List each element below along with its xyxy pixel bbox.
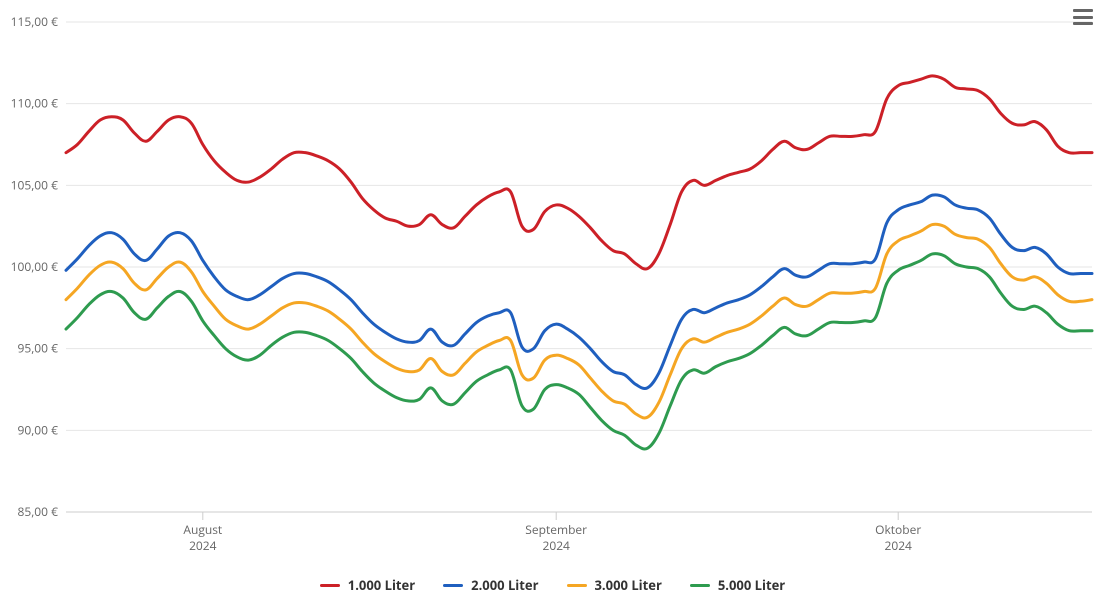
legend-label: 5.000 Liter (718, 576, 785, 594)
legend-label: 2.000 Liter (471, 576, 538, 594)
legend-swatch (567, 584, 587, 587)
x-tick-sublabel: 2024 (884, 537, 912, 554)
chart-canvas: 85,00 € 90,00 € 95,00 € 100,00 € 105,00 € 110… (0, 0, 1105, 602)
y-tick-label: 100,00 € (11, 258, 59, 275)
y-tick-label: 105,00 € (11, 176, 59, 193)
legend-item[interactable]: 3.000 Liter (567, 576, 662, 594)
legend: 1.000 Liter 2.000 Liter 3.000 Liter 5.000 L… (0, 576, 1105, 594)
chart-menu-button[interactable] (1071, 6, 1095, 28)
legend-item[interactable]: 2.000 Liter (443, 576, 538, 594)
legend-item[interactable]: 1.000 Liter (320, 576, 415, 594)
x-tick-sublabel: 2024 (542, 537, 570, 554)
legend-label: 3.000 Liter (595, 576, 662, 594)
x-tick-label: August (183, 521, 222, 538)
y-tick-label: 90,00 € (17, 421, 58, 438)
y-tick-label: 110,00 € (11, 95, 59, 112)
price-chart: 85,00 € 90,00 € 95,00 € 100,00 € 105,00 € 110… (0, 0, 1105, 602)
x-tick-label: September (525, 521, 587, 538)
legend-swatch (443, 584, 463, 587)
legend-label: 1.000 Liter (348, 576, 415, 594)
y-tick-label: 95,00 € (17, 340, 58, 357)
legend-swatch (320, 584, 340, 587)
legend-item[interactable]: 5.000 Liter (690, 576, 785, 594)
y-tick-label: 115,00 € (11, 13, 59, 30)
x-tick-sublabel: 2024 (189, 537, 217, 554)
legend-swatch (690, 584, 710, 587)
x-tick-label: Oktober (875, 521, 921, 538)
series-line (66, 76, 1092, 269)
y-tick-label: 85,00 € (17, 503, 58, 520)
